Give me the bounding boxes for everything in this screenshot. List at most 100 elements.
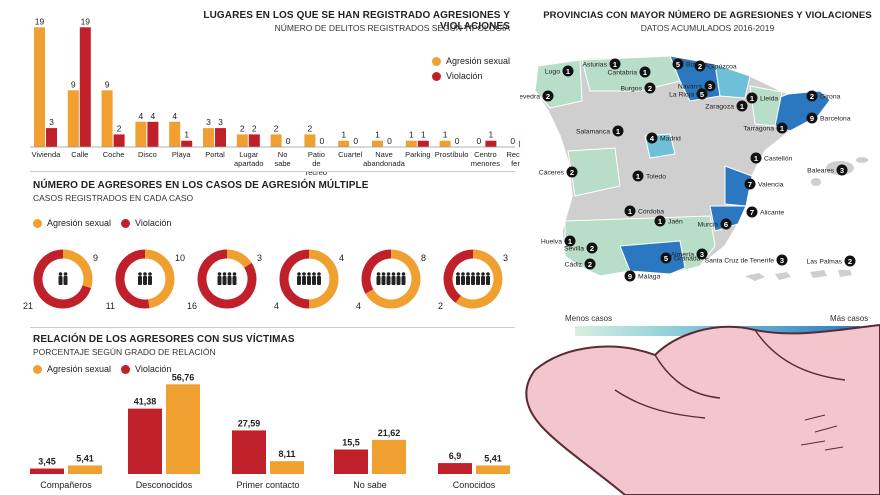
map-count-value: 1 xyxy=(643,68,647,77)
navarra-region xyxy=(714,63,751,99)
person-body xyxy=(222,276,227,285)
map-province-label: Pontevedra xyxy=(520,94,540,101)
map-count-value: 2 xyxy=(810,92,814,101)
person-icon xyxy=(317,272,321,285)
bar-value-label: 5,41 xyxy=(484,453,502,463)
finger-line xyxy=(754,329,846,381)
map-count-marker xyxy=(639,66,651,78)
person-head xyxy=(476,272,480,276)
map-count-value: 1 xyxy=(566,67,570,76)
map-province-label: Murcia xyxy=(698,222,719,229)
orange-dot-icon xyxy=(33,364,42,374)
donut-sexual-value: 8 xyxy=(421,253,426,263)
bar-sexual xyxy=(68,465,102,474)
person-body xyxy=(381,276,386,285)
bar-rape xyxy=(46,128,57,147)
places-legend-sexual: Agresión sexual xyxy=(432,56,510,66)
places-legend-rape: Violación xyxy=(432,71,482,81)
map-province-label: Girona xyxy=(820,94,841,101)
bar-value-label: 3 xyxy=(218,117,223,127)
person-body xyxy=(312,276,316,285)
map-province-label: Lleida xyxy=(760,96,778,103)
person-head xyxy=(317,272,321,276)
person-icon xyxy=(312,272,316,285)
bar-rape xyxy=(248,134,260,147)
category-label: Lugar xyxy=(239,150,259,159)
map-province-label: Navarra xyxy=(678,84,702,91)
map-count-marker xyxy=(632,170,644,182)
person-head xyxy=(143,272,147,276)
aggressors-donut-charts: 9 21 10 11 3 16 4 4 8 4 3 2 xyxy=(23,249,508,311)
map-count-marker xyxy=(624,205,636,217)
person-head xyxy=(391,272,396,276)
person-icon xyxy=(302,272,306,285)
bar-rape xyxy=(485,140,497,147)
map-count-marker xyxy=(584,258,596,270)
person-icon xyxy=(222,272,227,285)
donut-slice-rape xyxy=(197,249,257,309)
west-region xyxy=(567,147,621,197)
map-count-value: 3 xyxy=(840,166,844,175)
donut-slice-rape xyxy=(33,249,92,309)
category-label: Playa xyxy=(172,150,192,159)
person-icon xyxy=(456,272,460,285)
map-count-marker xyxy=(609,58,621,70)
bar-sexual xyxy=(372,140,383,147)
bar-value-label: 1 xyxy=(489,130,494,140)
category-label: Desconocidos xyxy=(136,480,193,490)
bar-sexual xyxy=(169,121,181,147)
map-count-marker xyxy=(776,254,788,266)
donut-slice-sexual xyxy=(144,249,175,309)
skin-crease xyxy=(800,414,844,451)
map-province-label: Alicante xyxy=(760,210,784,217)
donut-slice-sexual xyxy=(62,249,93,289)
person-body xyxy=(386,276,391,285)
category-label: Coche xyxy=(103,150,125,159)
map-count-value: 1 xyxy=(754,154,758,163)
map-province-label: Las Palmas xyxy=(806,259,842,266)
red-dot-icon xyxy=(121,218,130,228)
person-head xyxy=(456,272,460,276)
bar-value-label: 0 xyxy=(510,136,515,146)
bar-value-label: 3 xyxy=(206,117,211,127)
bar-sexual xyxy=(101,90,113,147)
donut-rape-value: 2 xyxy=(438,301,443,311)
relation-chart-subtitle: PORCENTAJE SEGÚN GRADO DE RELACIÓN xyxy=(33,347,216,357)
map-count-value: 3 xyxy=(708,82,712,91)
category-label: menores xyxy=(471,159,500,168)
north-region xyxy=(581,55,681,92)
malaga-granada-region xyxy=(619,240,686,275)
map-subtitle: DATOS ACUMULADOS 2016-2019 xyxy=(640,23,775,33)
person-head xyxy=(312,272,316,276)
person-body xyxy=(317,276,321,285)
person-icon xyxy=(481,272,485,285)
bar-sexual xyxy=(405,140,417,147)
orange-dot-icon xyxy=(432,56,441,66)
person-head xyxy=(148,272,152,276)
category-label: No xyxy=(278,150,288,159)
person-icon xyxy=(381,272,386,285)
person-head xyxy=(376,272,381,276)
bar-rape xyxy=(79,27,91,147)
bar-value-label: 4 xyxy=(139,111,144,121)
lleida-region xyxy=(749,85,783,127)
bar-sexual xyxy=(338,140,350,147)
map-province-label: Jaén xyxy=(668,219,683,226)
category-label: Conocidos xyxy=(453,480,496,490)
map-count-marker xyxy=(836,164,848,176)
donut-slice-rape xyxy=(443,249,474,303)
donut-rape-value: 4 xyxy=(274,301,279,311)
map-count-value: 6 xyxy=(724,220,728,229)
map-count-marker xyxy=(612,125,624,137)
person-body xyxy=(58,276,63,285)
donut-sexual-value: 10 xyxy=(175,253,185,263)
category-label: Centro xyxy=(474,150,497,159)
map-count-marker xyxy=(562,65,574,77)
category-label: Calle xyxy=(71,150,88,159)
bar-value-label: 15,5 xyxy=(342,438,360,448)
map-count-marker xyxy=(696,88,708,100)
bar-sexual xyxy=(236,134,248,147)
category-label: Parking xyxy=(405,150,430,159)
person-body xyxy=(376,276,381,285)
person-head xyxy=(138,272,142,276)
